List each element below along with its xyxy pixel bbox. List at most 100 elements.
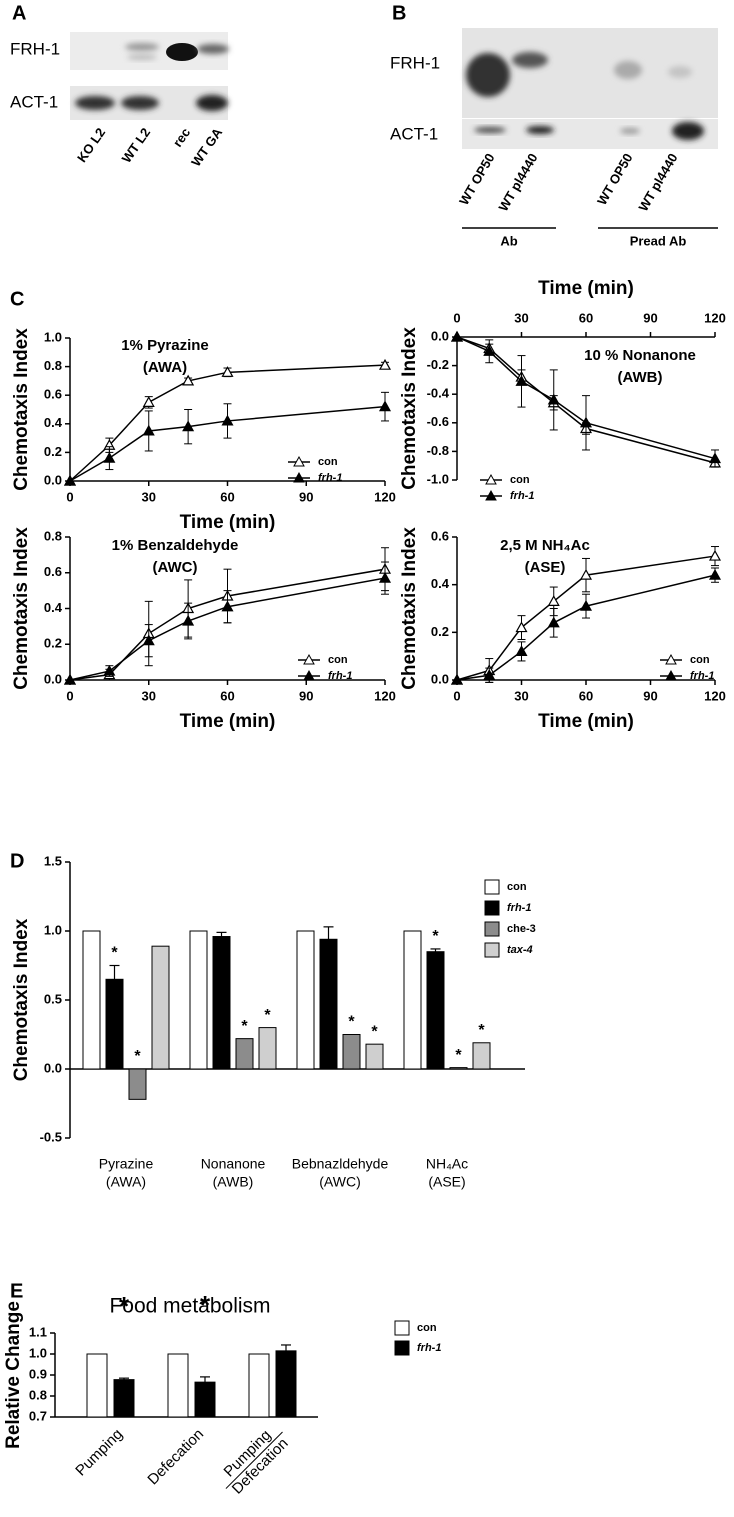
- y-tick-label: 0.8: [29, 1387, 47, 1402]
- y-tick-label: 1.5: [44, 853, 62, 868]
- y-tick-label: 0.0: [44, 472, 62, 487]
- legend-label: frh-1: [318, 472, 342, 484]
- y-tick-label: 0.6: [44, 387, 62, 402]
- y-tick-label: 0.2: [44, 444, 62, 459]
- y-tick-label: 0.0: [431, 671, 449, 686]
- error-bar: [430, 948, 441, 952]
- y-tick-label: 0.4: [44, 415, 63, 430]
- legend-marker: [485, 489, 497, 501]
- series-line: [69, 577, 386, 681]
- marker: [103, 451, 116, 463]
- legend-label: frh-1: [690, 670, 714, 682]
- panel-label: C: [10, 288, 24, 310]
- y-tick-label: -0.5: [40, 1129, 62, 1144]
- marker: [182, 374, 195, 386]
- legend-marker: [485, 473, 497, 485]
- legend-label: frh-1: [417, 1342, 441, 1354]
- category-label: Defecation: [144, 1426, 207, 1489]
- error-bar: [323, 926, 334, 940]
- bar: [319, 938, 338, 1070]
- error-bar: [119, 1377, 129, 1380]
- x-tick-label: 90: [643, 688, 657, 703]
- x-tick-label: 30: [142, 489, 156, 504]
- significance: *: [200, 1290, 211, 1320]
- blot-row-label: ACT-1: [390, 124, 438, 143]
- marker: [142, 396, 155, 407]
- marker: [515, 375, 528, 386]
- category-label: NH₄Ac: [426, 1156, 468, 1172]
- bar: [365, 1043, 384, 1070]
- lane-label: WT L2: [119, 125, 154, 166]
- marker: [142, 424, 155, 436]
- x-tick-label: 0: [66, 688, 73, 703]
- bar: [426, 951, 445, 1070]
- x-tick-label: 120: [704, 310, 726, 325]
- y-tick-label: 0.6: [431, 528, 449, 543]
- y-axis-label: Chemotaxis Index: [11, 328, 32, 491]
- marker: [579, 599, 593, 611]
- legend-marker: [665, 653, 677, 665]
- x-tick-label: 0: [453, 310, 460, 325]
- bar: [342, 1034, 361, 1070]
- y-tick-label: 1.0: [29, 1345, 47, 1360]
- annotation: (AWC): [153, 559, 198, 576]
- y-axis-label: Chemotaxis Index: [11, 527, 32, 690]
- x-tick-label: 30: [514, 688, 528, 703]
- panel-label: D: [10, 850, 24, 872]
- bar: [403, 930, 422, 1070]
- marker: [708, 568, 722, 580]
- bar: [189, 930, 208, 1070]
- marker: [378, 571, 392, 583]
- lane-label: WT pl4440: [495, 151, 540, 214]
- y-axis-label: Chemotaxis Index: [399, 327, 420, 490]
- panel-label: B: [392, 2, 406, 24]
- legend-label: con: [328, 654, 348, 666]
- lane-label: rec: [170, 125, 193, 150]
- y-tick-label: 0.8: [44, 358, 62, 373]
- x-tick-label: 60: [579, 310, 593, 325]
- x-axis-label: Time (min): [538, 278, 634, 299]
- legend-swatch: [484, 900, 500, 916]
- group-label: Pread Ab: [630, 233, 687, 248]
- y-tick-label: 0.4: [431, 576, 450, 591]
- error-bar: [200, 1376, 210, 1383]
- category-label-group: Defecation: [144, 1426, 207, 1489]
- bar: [258, 1027, 277, 1070]
- x-tick-label: 0: [66, 489, 73, 504]
- x-tick-label: 90: [643, 310, 657, 325]
- marker: [515, 621, 528, 633]
- marker: [547, 616, 560, 628]
- legend-swatch: [484, 921, 500, 937]
- x-tick-label: 30: [142, 688, 156, 703]
- marker: [221, 600, 234, 612]
- series-line: [69, 568, 386, 681]
- x-axis-label: Time (min): [180, 512, 276, 533]
- significance: *: [478, 1022, 485, 1039]
- y-tick-label: 0.5: [44, 991, 62, 1006]
- legend-label: con: [318, 456, 338, 468]
- bar: [275, 1350, 297, 1418]
- legend-label: frh-1: [328, 670, 352, 682]
- legend-marker: [665, 669, 677, 681]
- category-label: Pyrazine: [99, 1156, 154, 1172]
- marker: [63, 673, 77, 685]
- y-axis-label: Chemotaxis Index: [399, 527, 420, 690]
- blot-row-label: ACT-1: [10, 92, 58, 111]
- series-line: [69, 364, 386, 482]
- blot-row-label: FRH-1: [390, 53, 440, 72]
- y-tick-label: 0.6: [44, 564, 62, 579]
- significance: *: [119, 1291, 130, 1321]
- blot-row-label: FRH-1: [10, 39, 60, 58]
- x-axis-label: Time (min): [180, 711, 276, 732]
- bar: [248, 1353, 270, 1418]
- series-line: [456, 574, 716, 681]
- y-tick-label: 0.8: [44, 528, 62, 543]
- x-tick-label: 120: [704, 688, 726, 703]
- x-tick-label: 30: [514, 310, 528, 325]
- annotation: (AWB): [618, 369, 663, 386]
- y-tick-label: -0.4: [427, 386, 450, 401]
- marker: [547, 393, 560, 405]
- annotation: (ASE): [525, 559, 566, 576]
- series-line: [69, 405, 386, 482]
